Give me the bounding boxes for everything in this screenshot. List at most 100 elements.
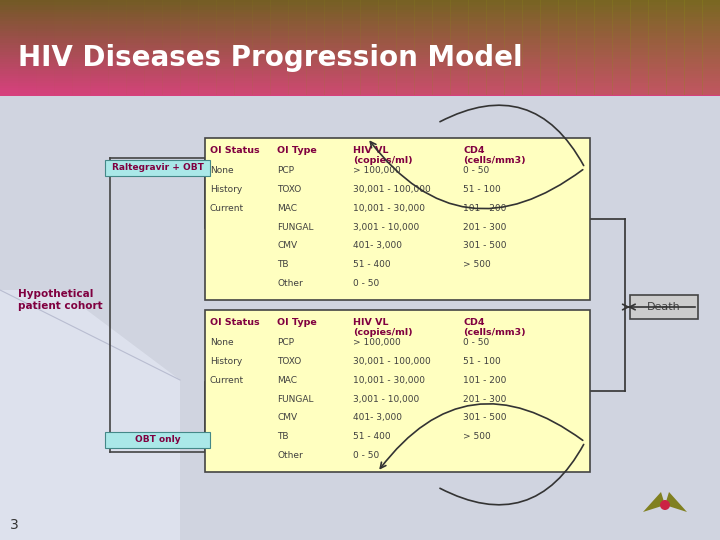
Text: 0 - 50: 0 - 50 <box>353 279 379 288</box>
Bar <box>0 90 720 93</box>
Bar <box>0 55 720 58</box>
Bar <box>396 0 415 95</box>
Bar <box>558 0 577 95</box>
Text: 3,001 - 10,000: 3,001 - 10,000 <box>353 395 419 403</box>
Text: 301 - 500: 301 - 500 <box>463 241 506 251</box>
Text: 10,001 - 30,000: 10,001 - 30,000 <box>353 376 425 384</box>
Text: > 100,000: > 100,000 <box>353 166 401 175</box>
Bar <box>648 0 667 95</box>
Bar <box>0 2 720 6</box>
Bar <box>0 40 720 44</box>
Bar <box>0 57 720 60</box>
Bar <box>205 310 590 472</box>
Text: TB: TB <box>277 433 289 441</box>
Bar <box>108 0 127 95</box>
Bar <box>0 88 720 91</box>
Text: 3,001 - 10,000: 3,001 - 10,000 <box>353 222 419 232</box>
Text: HIV VL: HIV VL <box>353 318 389 327</box>
Bar <box>0 85 720 89</box>
Text: Raltegravir + OBT: Raltegravir + OBT <box>112 164 204 172</box>
Bar <box>468 0 487 95</box>
Bar <box>0 36 720 39</box>
Bar <box>0 76 720 79</box>
Bar <box>342 0 361 95</box>
Text: 201 - 300: 201 - 300 <box>463 395 506 403</box>
Polygon shape <box>643 492 665 512</box>
Bar <box>324 0 343 95</box>
Bar <box>378 0 397 95</box>
Bar <box>0 24 720 27</box>
Polygon shape <box>0 290 180 540</box>
Text: 201 - 300: 201 - 300 <box>463 222 506 232</box>
Text: MAC: MAC <box>277 204 297 213</box>
Text: OI Type: OI Type <box>277 146 317 155</box>
Bar <box>216 0 235 95</box>
Bar <box>0 48 720 51</box>
Bar <box>0 78 720 82</box>
Text: > 500: > 500 <box>463 260 491 269</box>
Text: > 500: > 500 <box>463 433 491 441</box>
Bar <box>0 66 720 70</box>
Text: TB: TB <box>277 260 289 269</box>
Bar <box>0 81 720 84</box>
Bar <box>504 0 523 95</box>
Text: 0 - 50: 0 - 50 <box>463 166 490 175</box>
Text: TOXO: TOXO <box>277 185 301 194</box>
Text: OI Status: OI Status <box>210 146 260 155</box>
Text: TOXO: TOXO <box>277 357 301 366</box>
Text: (cells/mm3): (cells/mm3) <box>463 156 526 165</box>
Bar <box>684 0 703 95</box>
Text: 301 - 500: 301 - 500 <box>463 414 506 422</box>
Bar <box>540 0 559 95</box>
Text: 51 - 100: 51 - 100 <box>463 357 500 366</box>
Polygon shape <box>665 492 687 512</box>
Text: CD4: CD4 <box>463 146 485 155</box>
Bar <box>0 7 720 10</box>
Bar <box>360 0 379 95</box>
Bar <box>306 0 325 95</box>
Bar <box>0 83 720 86</box>
Bar <box>576 0 595 95</box>
Text: Other: Other <box>277 451 302 460</box>
Bar <box>0 62 720 65</box>
Bar <box>288 0 307 95</box>
Text: 30,001 - 100,000: 30,001 - 100,000 <box>353 185 431 194</box>
Bar <box>0 12 720 15</box>
Bar <box>0 22 720 25</box>
Bar <box>0 64 720 68</box>
Text: 3: 3 <box>10 518 19 532</box>
Text: (copies/ml): (copies/ml) <box>353 328 413 337</box>
Bar <box>0 17 720 20</box>
Bar <box>414 0 433 95</box>
Bar <box>630 0 649 95</box>
Bar <box>666 0 685 95</box>
Bar <box>36 0 55 95</box>
Text: 10,001 - 30,000: 10,001 - 30,000 <box>353 204 425 213</box>
Text: HIV Diseases Progression Model: HIV Diseases Progression Model <box>18 44 523 72</box>
Bar <box>270 0 289 95</box>
Text: None: None <box>210 166 233 175</box>
Text: CMV: CMV <box>277 241 297 251</box>
Text: 51 - 100: 51 - 100 <box>463 185 500 194</box>
Text: Current: Current <box>210 376 244 384</box>
Bar <box>105 160 210 176</box>
Bar <box>0 73 720 77</box>
Bar <box>90 0 109 95</box>
Bar <box>612 0 631 95</box>
Text: 0 - 50: 0 - 50 <box>463 338 490 347</box>
Circle shape <box>660 500 670 510</box>
Text: FUNGAL: FUNGAL <box>277 395 313 403</box>
Bar <box>54 0 73 95</box>
Bar <box>0 29 720 32</box>
Bar <box>0 10 720 13</box>
Text: Death: Death <box>647 302 681 312</box>
Bar <box>0 33 720 37</box>
Bar <box>0 0 720 3</box>
Text: > 100,000: > 100,000 <box>353 338 401 347</box>
Bar <box>18 0 37 95</box>
Text: Current: Current <box>210 204 244 213</box>
Text: History: History <box>210 185 242 194</box>
Text: OI Status: OI Status <box>210 318 260 327</box>
Text: (cells/mm3): (cells/mm3) <box>463 328 526 337</box>
Bar <box>0 0 19 95</box>
